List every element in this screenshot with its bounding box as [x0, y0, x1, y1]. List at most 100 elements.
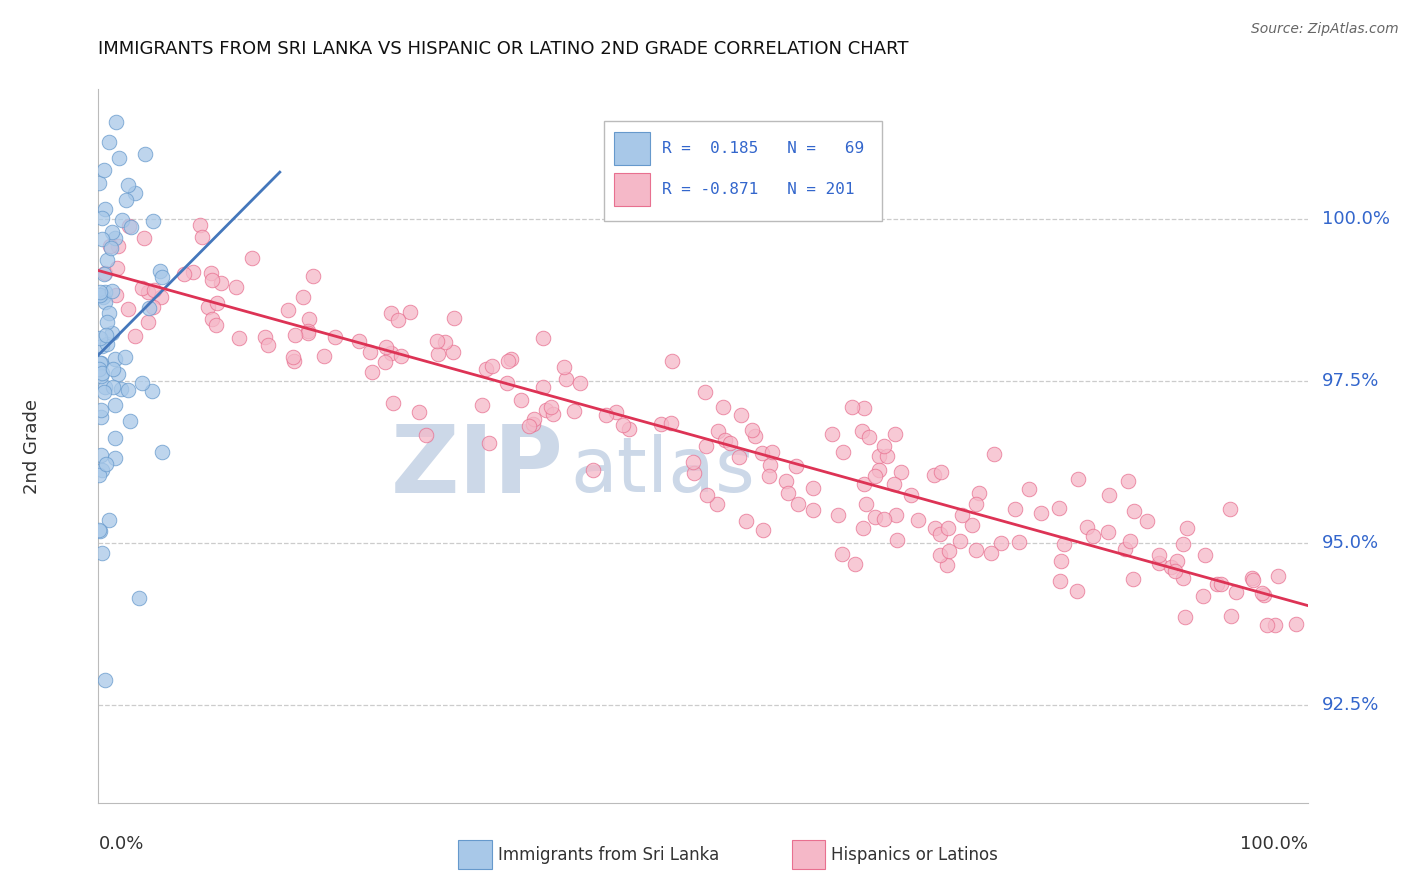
Point: [87, 362, 110, 376]
Point: [801, 481, 824, 495]
Point: [1253, 588, 1275, 602]
Point: [100, 326, 122, 341]
Point: [1031, 506, 1053, 520]
Point: [735, 514, 758, 528]
Point: [832, 444, 855, 458]
Point: [150, 445, 173, 459]
Point: [1081, 529, 1104, 543]
Point: [883, 477, 905, 491]
Point: [118, 219, 141, 233]
Point: [661, 353, 683, 368]
Point: [101, 226, 124, 240]
Point: [387, 313, 409, 327]
FancyBboxPatch shape: [603, 121, 882, 221]
Point: [104, 287, 127, 301]
Point: [900, 488, 922, 502]
Point: [886, 508, 908, 522]
Point: [132, 231, 155, 245]
Point: [1191, 589, 1213, 603]
Point: [929, 465, 952, 479]
Point: [94, 458, 117, 472]
Point: [89, 331, 111, 345]
Point: [90, 232, 112, 246]
Point: [496, 376, 519, 391]
Point: [471, 398, 494, 412]
Point: [499, 352, 522, 367]
Point: [540, 400, 562, 414]
Point: [929, 548, 952, 562]
Point: [555, 372, 578, 386]
Point: [983, 447, 1005, 461]
Point: [97, 306, 120, 320]
Point: [173, 267, 195, 281]
Point: [1053, 537, 1076, 551]
Point: [534, 403, 557, 417]
Point: [93, 267, 115, 281]
Point: [1194, 548, 1216, 562]
Point: [1049, 574, 1071, 589]
Point: [612, 418, 634, 433]
Point: [693, 384, 716, 399]
Point: [301, 268, 323, 283]
Point: [801, 503, 824, 517]
Point: [475, 362, 498, 376]
Point: [104, 231, 127, 245]
Point: [619, 421, 641, 435]
Point: [481, 359, 503, 373]
Point: [683, 466, 706, 480]
Point: [990, 535, 1012, 549]
Point: [776, 486, 799, 500]
Point: [821, 427, 844, 442]
Point: [714, 434, 737, 448]
Point: [682, 455, 704, 469]
Point: [890, 465, 912, 479]
Point: [93, 285, 115, 299]
Point: [1175, 521, 1198, 535]
Point: [948, 533, 970, 548]
Point: [100, 284, 122, 298]
Point: [349, 334, 371, 349]
Point: [323, 330, 346, 344]
Point: [844, 557, 866, 571]
Point: [124, 186, 146, 200]
Point: [965, 543, 987, 558]
Point: [938, 544, 960, 558]
Text: 100.0%: 100.0%: [1240, 835, 1308, 853]
Point: [96, 336, 118, 351]
Point: [93, 163, 115, 178]
Point: [89, 285, 111, 299]
Point: [433, 335, 456, 350]
Point: [225, 280, 247, 294]
Point: [117, 301, 139, 316]
Point: [120, 220, 142, 235]
Point: [786, 497, 808, 511]
Point: [1149, 548, 1171, 562]
Point: [562, 404, 585, 418]
Point: [727, 450, 749, 465]
Point: [93, 380, 115, 394]
Point: [110, 382, 132, 396]
Point: [1008, 534, 1031, 549]
Point: [374, 355, 396, 369]
Point: [873, 439, 896, 453]
Point: [855, 497, 877, 511]
Point: [541, 407, 564, 421]
Text: 0.0%: 0.0%: [98, 835, 143, 853]
Point: [91, 366, 114, 380]
Point: [1122, 572, 1144, 586]
Text: R =  0.185   N =   69: R = 0.185 N = 69: [662, 141, 865, 156]
Point: [90, 409, 112, 424]
Point: [582, 462, 605, 476]
Point: [181, 265, 204, 279]
Point: [104, 398, 127, 412]
Point: [361, 365, 384, 379]
Point: [1225, 585, 1247, 599]
Point: [498, 354, 520, 368]
Point: [96, 328, 118, 343]
Point: [91, 211, 114, 226]
Point: [96, 253, 118, 268]
Point: [256, 338, 278, 352]
Point: [89, 288, 111, 302]
Point: [863, 509, 886, 524]
Point: [761, 445, 783, 459]
